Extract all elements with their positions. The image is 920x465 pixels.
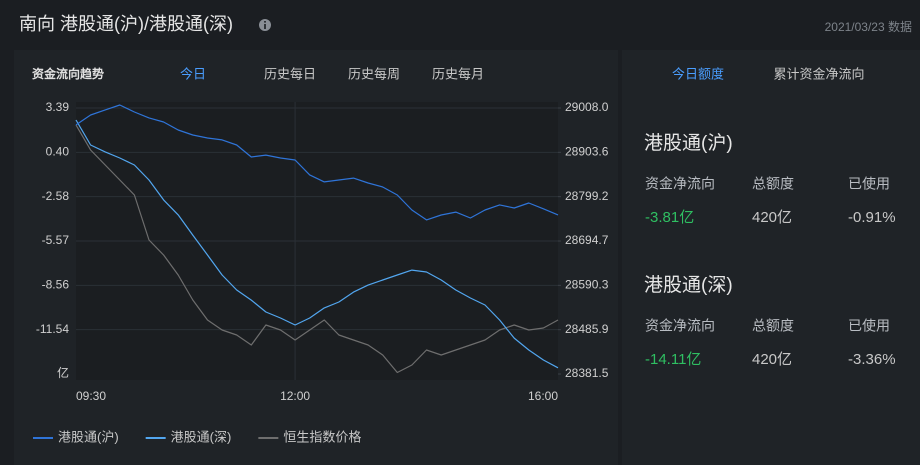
legend-label: 港股通(沪)	[58, 429, 119, 444]
column-header: 资金净流向	[645, 176, 715, 192]
page-title: 南向 港股通(沪)/港股通(深)	[19, 14, 233, 34]
y2-tick-label: 28694.7	[565, 233, 609, 247]
header-bg	[0, 0, 920, 48]
column-header: 总额度	[752, 176, 794, 192]
y-tick-label: 3.39	[46, 100, 70, 114]
right-panel	[622, 50, 920, 465]
y2-tick-label: 28590.3	[565, 278, 609, 292]
column-value: -3.81亿	[645, 209, 694, 226]
legend-label: 恒生指数价格	[283, 429, 361, 444]
tab[interactable]: 今日额度	[672, 66, 724, 81]
y2-tick-label: 28799.2	[565, 189, 609, 203]
column-header: 总额度	[752, 318, 794, 334]
legend-label: 港股通(深)	[171, 429, 232, 444]
y2-tick-label: 28381.5	[565, 366, 609, 380]
series-line	[75, 124, 559, 374]
panel-title: 资金流向趋势	[32, 66, 104, 81]
series-line	[75, 119, 559, 369]
y-tick-label: -5.57	[42, 233, 70, 247]
y-tick-label: -8.56	[42, 278, 70, 292]
y-tick-label: 0.40	[46, 145, 70, 159]
column-value: 420亿	[752, 209, 792, 226]
column-value: 420亿	[752, 351, 792, 368]
column-header: 已使用	[848, 176, 890, 192]
column-header: 已使用	[848, 318, 890, 334]
section-title: 港股通(沪)	[644, 132, 733, 154]
tab[interactable]: 历史每日	[264, 66, 316, 81]
column-header: 资金净流向	[645, 318, 715, 334]
series-line	[75, 104, 559, 221]
x-tick-label: 09:30	[76, 389, 106, 403]
y2-tick-label: 29008.0	[565, 100, 609, 114]
info-icon[interactable]	[259, 19, 271, 31]
x-tick-label: 12:00	[280, 389, 310, 403]
tab[interactable]: 今日	[180, 66, 206, 81]
y-tick-label: -2.58	[42, 189, 70, 203]
column-value: -14.11亿	[645, 351, 701, 368]
tab[interactable]: 历史每周	[348, 66, 400, 81]
column-value: -3.36%	[848, 351, 896, 368]
tab[interactable]: 累计资金净流向	[773, 66, 864, 81]
column-value: -0.91%	[848, 209, 896, 226]
data-date: 2021/03/23 数据	[825, 19, 912, 34]
y2-tick-label: 28485.9	[565, 322, 609, 336]
section-title: 港股通(深)	[644, 274, 733, 296]
y-tick-label: -11.54	[36, 322, 69, 336]
x-tick-label: 16:00	[528, 389, 558, 403]
y2-tick-label: 28903.6	[565, 144, 609, 158]
tab[interactable]: 历史每月	[432, 66, 484, 81]
y-unit: 亿	[57, 365, 69, 380]
